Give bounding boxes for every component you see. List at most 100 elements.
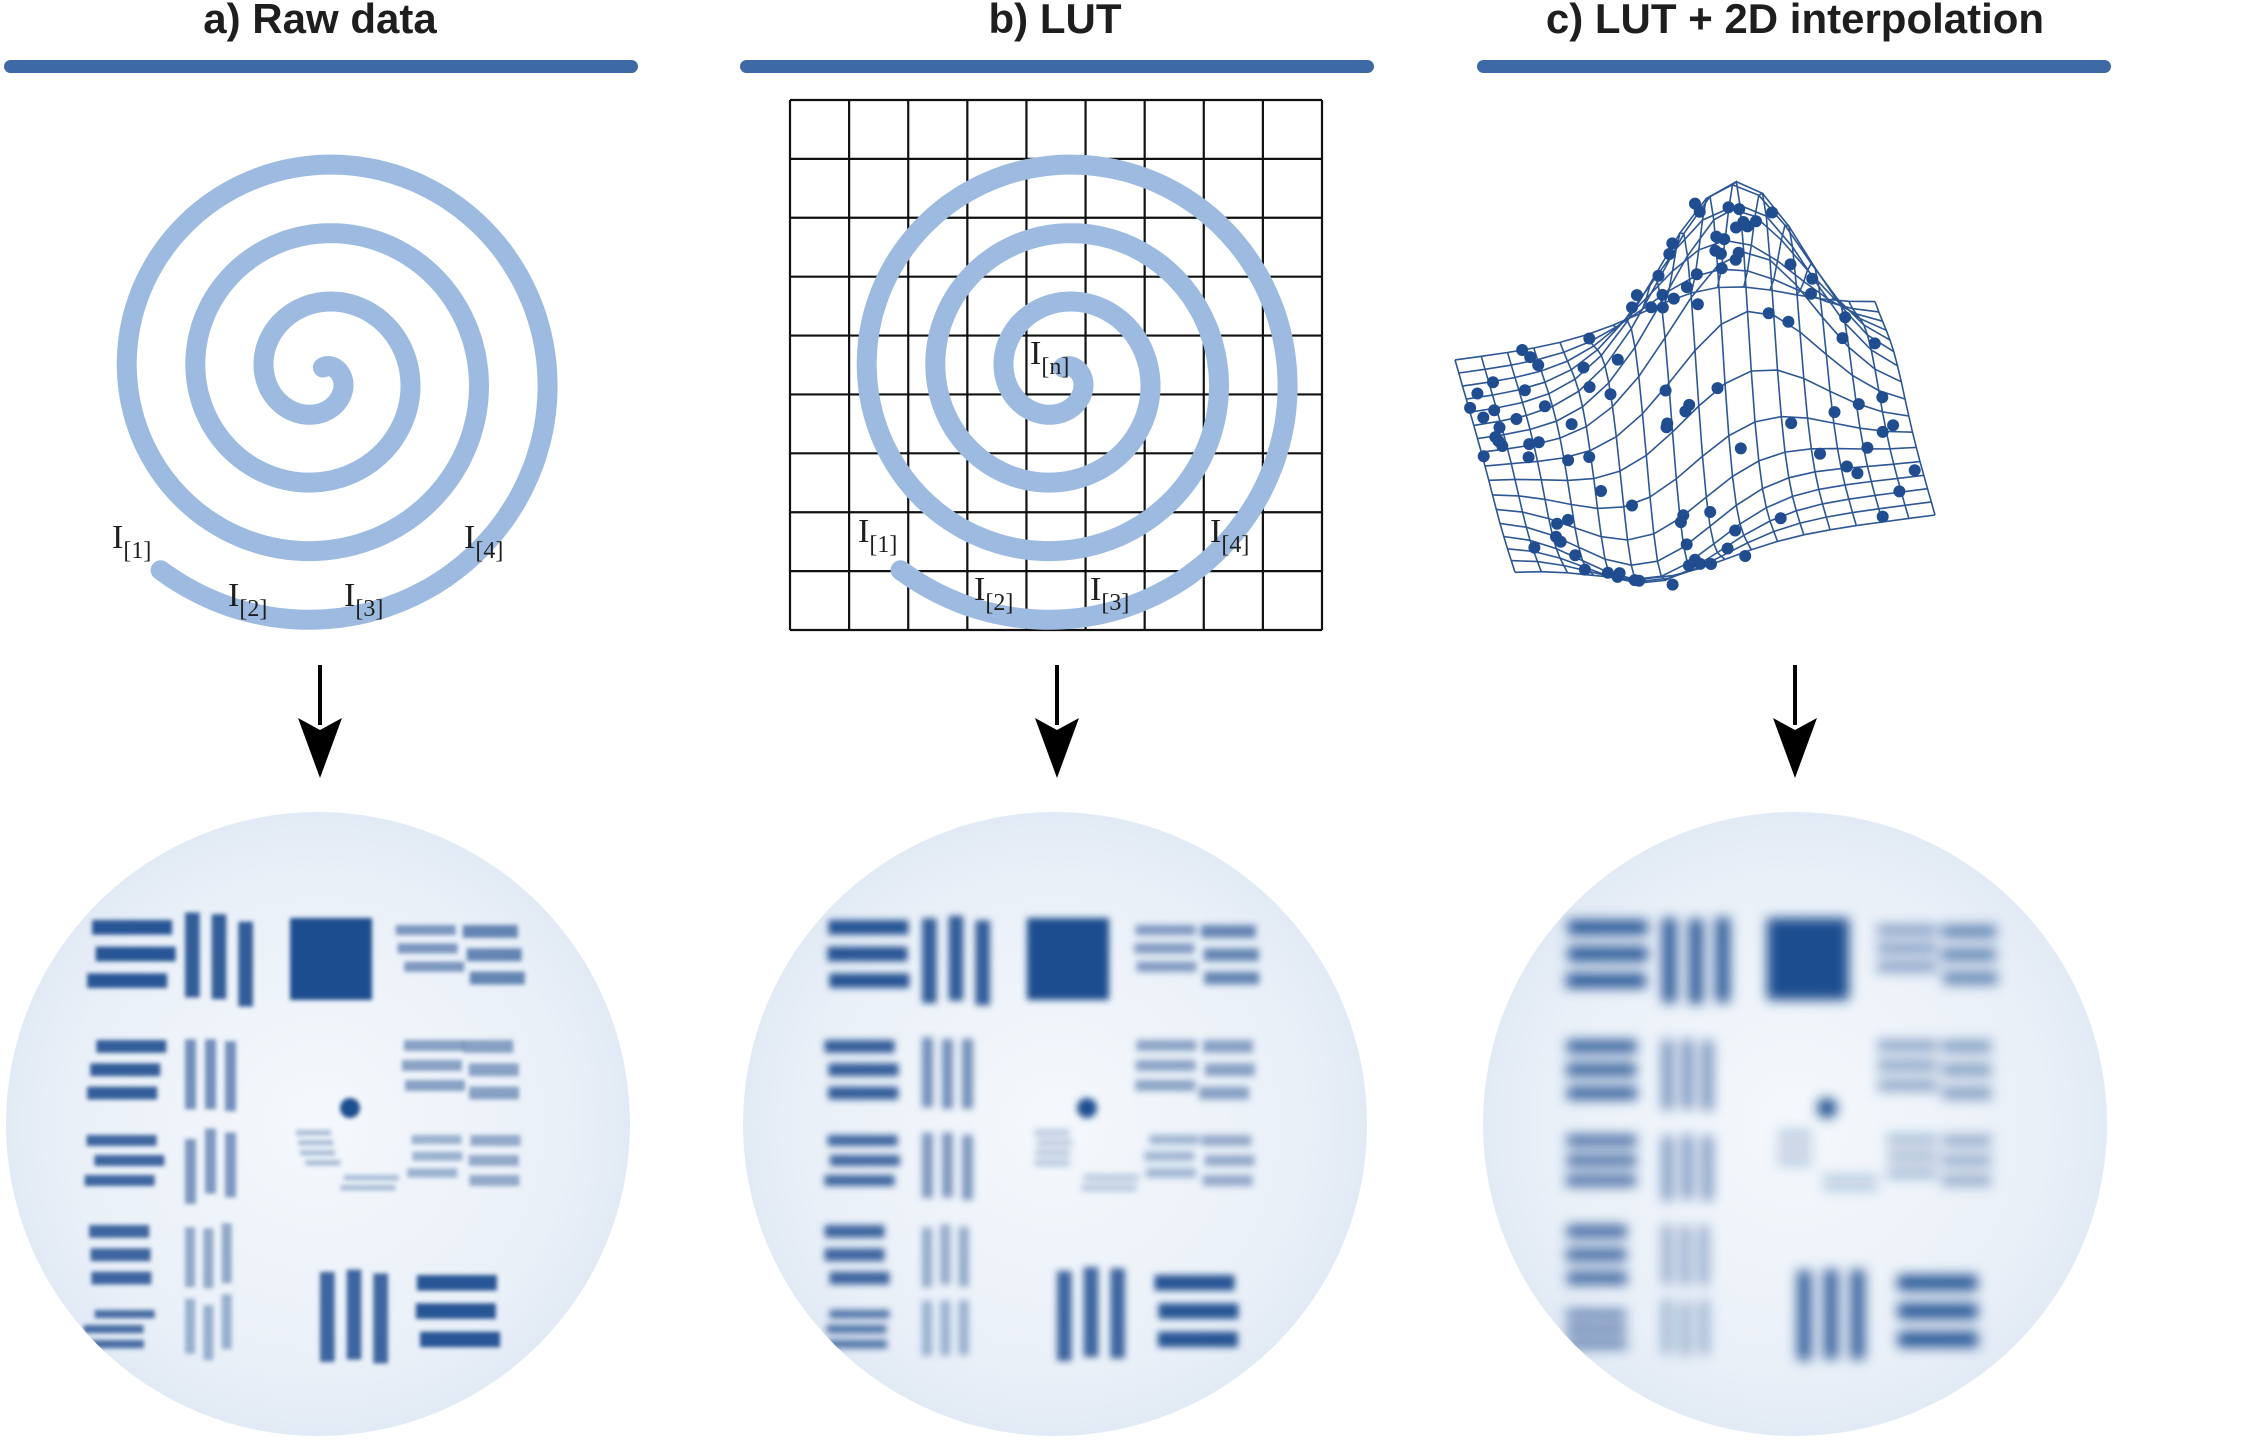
target-bar [1850, 1269, 1865, 1360]
target-bar [824, 1225, 885, 1238]
target-bar [1204, 1155, 1255, 1166]
target-bar [185, 1039, 196, 1110]
sample-point [1583, 451, 1596, 463]
sample-point [1784, 258, 1797, 271]
target-bar [1941, 1135, 1992, 1146]
target-bar [922, 1132, 933, 1198]
sample-point [1656, 301, 1669, 314]
sample-point [1487, 376, 1499, 389]
target-bar [940, 1224, 951, 1285]
target-bar [211, 914, 227, 1000]
mesh-line [1822, 297, 1884, 523]
target-bar [1083, 1175, 1139, 1181]
target-bar [1702, 1040, 1713, 1111]
target-bar [1566, 1310, 1627, 1319]
target-bar [1083, 1267, 1099, 1358]
target-bar [468, 1155, 519, 1166]
sample-point [1739, 550, 1752, 562]
target-bar [824, 1248, 885, 1262]
sample-point [1876, 510, 1889, 523]
target-bar [1688, 918, 1704, 1004]
target-bar [83, 1340, 144, 1349]
target-bar [1698, 1299, 1709, 1355]
sample-point [1562, 454, 1575, 467]
sample-point [1774, 512, 1787, 525]
sample-point [1722, 201, 1735, 214]
target-bar [92, 920, 173, 935]
sample-point [1516, 344, 1529, 356]
target-bar [1877, 1080, 1938, 1091]
sample-point [1908, 464, 1921, 477]
target-bar [1682, 1134, 1693, 1200]
target-bar [1877, 961, 1938, 972]
target-bar [1941, 925, 1997, 938]
sample-point [1814, 447, 1826, 460]
panel-a-title: a) Raw data [203, 0, 437, 42]
sample-point [1852, 398, 1865, 411]
mesh-line [1484, 310, 1906, 467]
sample-point [1750, 215, 1762, 228]
mesh-line [1481, 251, 1902, 453]
target-bar [300, 1150, 336, 1156]
target-bar [407, 1168, 458, 1178]
target-bar [1662, 1299, 1673, 1355]
sample-point [1680, 281, 1693, 294]
target-bar [404, 961, 465, 972]
target-bar [298, 1140, 334, 1146]
target-bar [1135, 925, 1196, 936]
target-bar [958, 1226, 969, 1287]
target-bar [958, 1300, 969, 1356]
target-bar [1797, 1270, 1812, 1361]
sample-point [1532, 436, 1545, 449]
target-bar [1941, 1086, 1992, 1100]
sample-point [1656, 288, 1669, 301]
sample-point [1464, 401, 1477, 414]
target-bar [205, 1128, 216, 1194]
target-bar [221, 1294, 232, 1350]
target-bar [1034, 1130, 1070, 1136]
target-bar [238, 921, 253, 1007]
sample-point [1674, 516, 1687, 529]
label-b-3: I[3] [1090, 571, 1129, 616]
target-bar [373, 1273, 388, 1364]
sample-point [1510, 413, 1523, 425]
target-bar [1877, 1060, 1938, 1071]
target-bar [975, 920, 990, 1006]
sample-point [1691, 298, 1704, 311]
target-bar [1566, 1040, 1637, 1053]
target-bar [320, 1271, 335, 1362]
target-bar [1897, 1303, 1978, 1319]
sample-point [1477, 450, 1490, 463]
target-bar [1034, 1160, 1070, 1166]
target-bar [1566, 1248, 1627, 1262]
sample-point [1522, 451, 1535, 464]
sample-point [1524, 351, 1537, 364]
sample-point [1604, 388, 1617, 401]
spiral-b [856, 154, 1298, 630]
sample-point [1893, 485, 1906, 498]
target-bar [1877, 1040, 1938, 1051]
target-bar [1941, 948, 1997, 962]
target-bar [942, 1132, 953, 1198]
mesh-line [1795, 262, 1858, 526]
target-bar [1941, 1063, 1992, 1077]
mesh-line [1848, 300, 1910, 519]
target-bar [205, 1039, 216, 1110]
target-bar [87, 973, 168, 988]
mesh-line [1458, 268, 1879, 374]
target-bar [1942, 971, 1998, 985]
target-bar [1680, 1300, 1691, 1356]
sample-point [1550, 530, 1562, 543]
target-bar [1566, 1340, 1627, 1349]
target-bar [1135, 1080, 1196, 1091]
target-bar [1158, 1303, 1239, 1319]
mesh-line [1874, 301, 1936, 516]
sample-point [1679, 405, 1692, 418]
sample-point [1565, 418, 1578, 431]
reconstruction-lut [743, 812, 1367, 1436]
target-bar [828, 1063, 899, 1077]
target-bar [225, 1132, 236, 1198]
sample-labels-a: I[1] I[2] I[3] I[4] [112, 519, 503, 622]
sample-point [1689, 553, 1701, 566]
label-b-n: I[n] [1030, 335, 1069, 380]
